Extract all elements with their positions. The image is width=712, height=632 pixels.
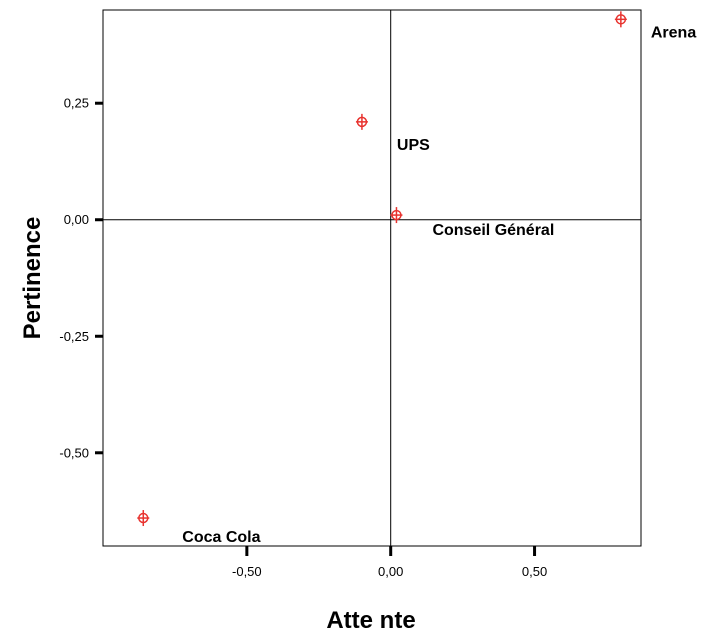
data-point: UPS — [355, 113, 430, 154]
x-tick-label: 0,50 — [522, 564, 547, 579]
y-axis-title: Pertinence — [19, 217, 46, 340]
data-point: Arena — [614, 11, 696, 41]
y-tick-label: 0,25 — [64, 96, 89, 111]
y-tick-label: -0,50 — [59, 445, 89, 460]
x-axis-title: Atte nte — [326, 607, 415, 632]
point-label: Coca Cola — [182, 529, 260, 546]
data-point: Conseil Général — [390, 207, 554, 239]
point-label: UPS — [397, 137, 430, 154]
x-tick-label: 0,00 — [378, 564, 403, 579]
y-tick-label: 0,00 — [64, 212, 89, 227]
data-point: Coca Cola — [137, 510, 261, 546]
x-tick-label: -0,50 — [232, 564, 262, 579]
point-label: Arena — [651, 24, 696, 41]
y-tick-label: -0,25 — [59, 329, 89, 344]
point-label: Conseil Général — [432, 222, 554, 239]
plot-area-frame — [102, 9, 642, 547]
